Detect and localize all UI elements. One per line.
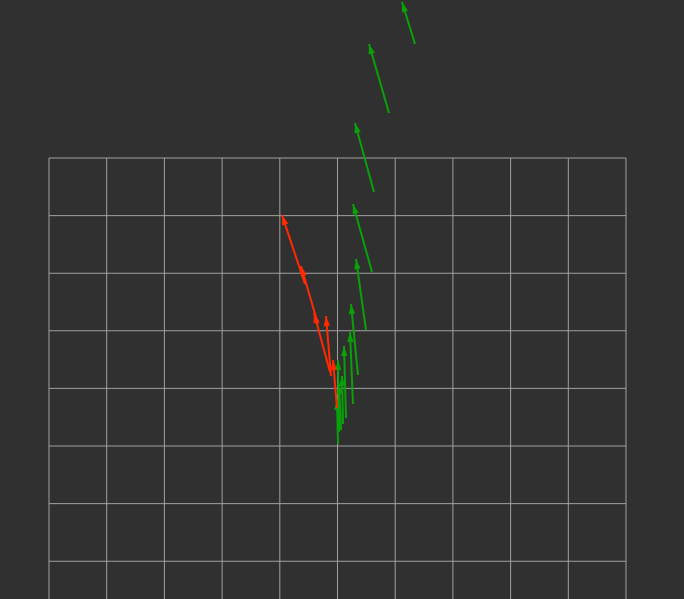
green-arrow: [348, 303, 359, 376]
green-arrow: [334, 359, 342, 433]
green-arrow: [354, 122, 375, 193]
green-arrow: [368, 43, 390, 114]
green-arrow-set: [334, 1, 416, 445]
green-arrow: [352, 203, 373, 273]
red-arrow-set: [281, 214, 338, 409]
green-arrow: [341, 345, 348, 419]
red-arrow: [330, 359, 338, 409]
green-arrow: [347, 331, 354, 405]
green-arrow: [339, 375, 346, 425]
red-arrow: [323, 315, 332, 377]
green-arrow: [401, 1, 416, 45]
green-arrow: [354, 258, 367, 331]
ground-grid: [48, 157, 627, 599]
red-arrow: [313, 312, 331, 373]
